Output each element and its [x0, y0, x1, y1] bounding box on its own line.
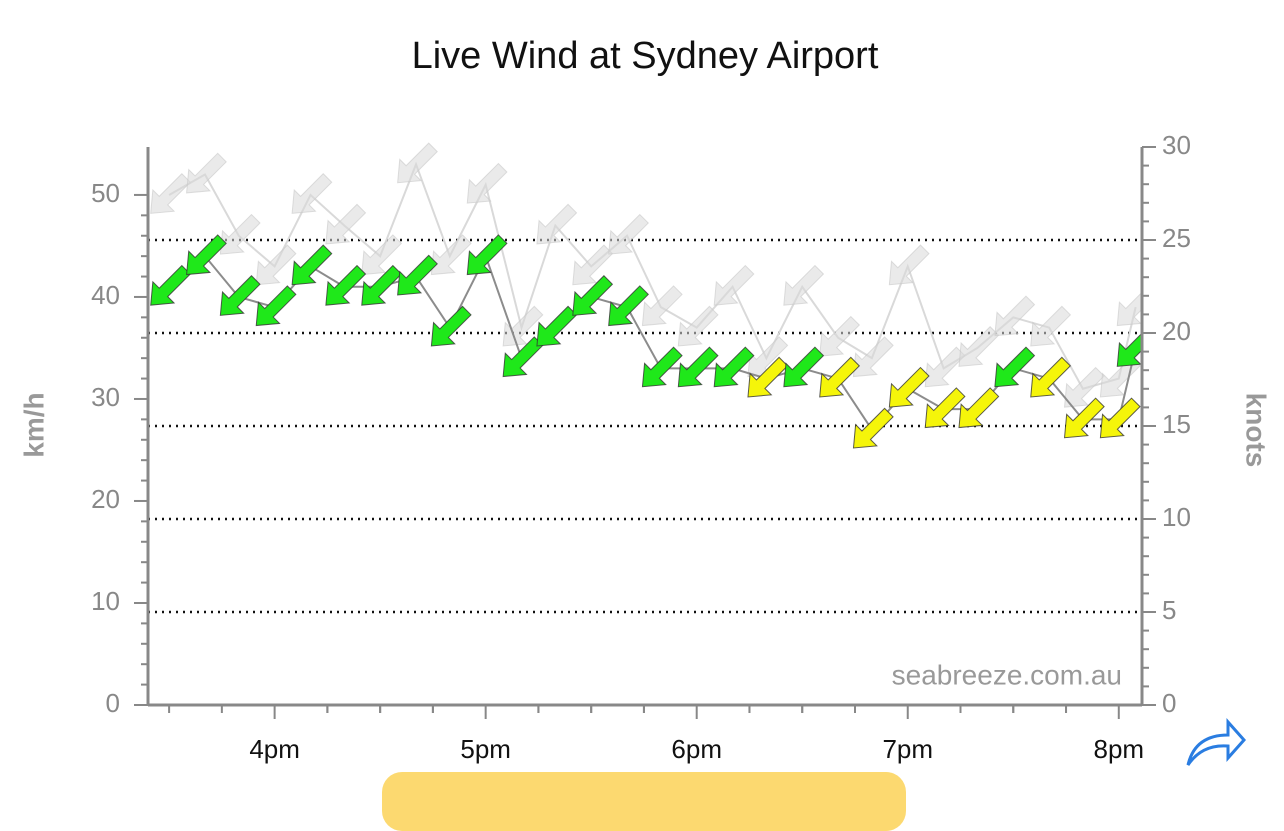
speed-arrow [1030, 356, 1072, 398]
speed-arrow [713, 346, 755, 388]
gust-arrow [677, 305, 719, 347]
gust-arrow [430, 234, 472, 276]
gust-arrow [572, 244, 614, 286]
gust-arrow [291, 173, 333, 214]
speed-arrow [994, 346, 1036, 388]
y2-tick-label: 20 [1162, 316, 1191, 346]
speed-arrow [572, 275, 614, 316]
gust-arrow [713, 264, 755, 306]
speed-arrow [677, 346, 719, 388]
y-tick-label: 0 [106, 688, 120, 718]
x-tick-label: 7pm [882, 734, 933, 764]
gust-arrow [186, 152, 227, 194]
gust-arrow [852, 336, 894, 378]
x-tick-label: 8pm [1093, 734, 1144, 764]
y-tick-label: 10 [91, 586, 120, 616]
speed-arrow [924, 387, 966, 429]
y-tick-label: 50 [91, 178, 120, 208]
speed-arrow [325, 264, 367, 306]
gust-arrow [1030, 305, 1072, 347]
speed-arrow [747, 356, 789, 398]
gust-arrow [608, 213, 649, 255]
y2-tick-label: 15 [1162, 409, 1191, 439]
x-tick-label: 6pm [671, 734, 722, 764]
gust-arrow [255, 244, 297, 286]
watermark: seabreeze.com.au [892, 659, 1122, 690]
gust-arrow [994, 295, 1036, 337]
speed-arrow [397, 254, 438, 296]
y2-axis-label: knots [1241, 393, 1272, 468]
y-tick-label: 40 [91, 280, 120, 310]
speed-arrow [466, 234, 508, 276]
speed-arrow [819, 356, 861, 398]
speed-arrow [255, 285, 297, 327]
share-icon[interactable] [1186, 718, 1247, 766]
gust-arrow [361, 234, 403, 276]
y-tick-label: 30 [91, 382, 120, 412]
redaction-mark [382, 772, 906, 831]
gust-arrow [466, 162, 508, 204]
gust-arrow [150, 173, 192, 214]
speed-arrow [1116, 326, 1142, 367]
gust-arrow [397, 142, 438, 184]
gust-arrow [888, 244, 930, 286]
y2-tick-label: 5 [1162, 595, 1176, 625]
gust-arrow [219, 213, 261, 255]
speed-arrow [536, 305, 578, 347]
gust-arrow [325, 203, 367, 245]
y-tick-label: 20 [91, 484, 120, 514]
x-tick-label: 4pm [249, 734, 300, 764]
x-tick-label: 5pm [460, 734, 511, 764]
y2-tick-label: 25 [1162, 223, 1191, 253]
speed-arrow [361, 264, 403, 306]
speed-arrow [1099, 397, 1141, 439]
y2-tick-label: 30 [1162, 130, 1191, 160]
gust-arrow [958, 326, 1000, 367]
speed-arrow [608, 285, 649, 327]
speed-arrow [219, 275, 261, 316]
gust-arrow [1116, 285, 1142, 327]
speed-arrow [852, 407, 894, 449]
y-axis-label: km/h [18, 392, 49, 457]
chart-title: Live Wind at Sydney Airport [412, 35, 879, 77]
y2-tick-label: 0 [1162, 688, 1176, 718]
speed-arrow [186, 234, 227, 276]
y2-tick-label: 10 [1162, 502, 1191, 532]
speed-arrow [888, 366, 930, 408]
speed-arrow [430, 305, 472, 347]
axes [146, 147, 1144, 707]
plot-area [150, 142, 1142, 449]
speed-arrow [150, 264, 192, 306]
gust-arrow [783, 264, 825, 306]
gust-arrow [819, 315, 861, 357]
speed-arrow [1063, 397, 1105, 439]
speed-arrow [291, 244, 333, 286]
speed-arrow [958, 387, 1000, 429]
gust-arrow [536, 203, 578, 245]
speed-arrow [783, 346, 825, 388]
gust-arrow [641, 285, 683, 327]
gust-arrow [1063, 366, 1105, 408]
speed-arrow [641, 346, 683, 388]
